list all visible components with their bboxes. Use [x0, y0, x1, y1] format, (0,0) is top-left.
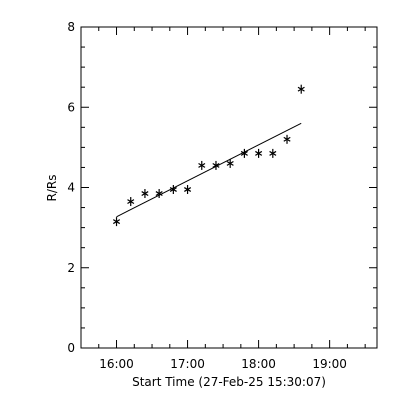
x-tick-label: 17:00 — [170, 357, 205, 371]
y-tick-label: 0 — [67, 341, 75, 355]
data-point-asterisk — [169, 185, 177, 195]
data-point-asterisk — [269, 148, 277, 158]
axis-ticks — [80, 26, 377, 349]
data-point-asterisk — [127, 197, 135, 207]
data-point-asterisk — [141, 189, 149, 199]
y-tick-label: 2 — [67, 261, 75, 275]
data-point-asterisk — [283, 134, 291, 144]
data-point-asterisk — [212, 160, 220, 170]
data-point-asterisk — [198, 160, 206, 170]
data-point-asterisk — [155, 189, 163, 199]
fit-line — [116, 122, 302, 218]
data-points — [112, 84, 305, 227]
x-axis-title: Start Time (27-Feb-25 15:30:07) — [132, 375, 326, 389]
x-tick-label: 19:00 — [312, 357, 347, 371]
x-tick-label: 18:00 — [241, 357, 276, 371]
y-axis-title: R/Rs — [45, 175, 59, 202]
y-tick-label: 4 — [67, 181, 75, 195]
y-tick-label: 8 — [67, 20, 75, 34]
data-point-asterisk — [240, 148, 248, 158]
x-tick-label: 16:00 — [99, 357, 134, 371]
plot-frame — [80, 26, 378, 349]
data-point-asterisk — [255, 148, 263, 158]
data-point-asterisk — [184, 185, 192, 195]
y-tick-label: 6 — [67, 100, 75, 114]
data-point-asterisk — [226, 158, 234, 168]
axis-tick-labels: 16:00 17:00 18:00 19:00 0 2 4 6 8 — [67, 20, 347, 371]
data-point-asterisk — [297, 84, 305, 94]
data-point-asterisk — [112, 217, 121, 227]
